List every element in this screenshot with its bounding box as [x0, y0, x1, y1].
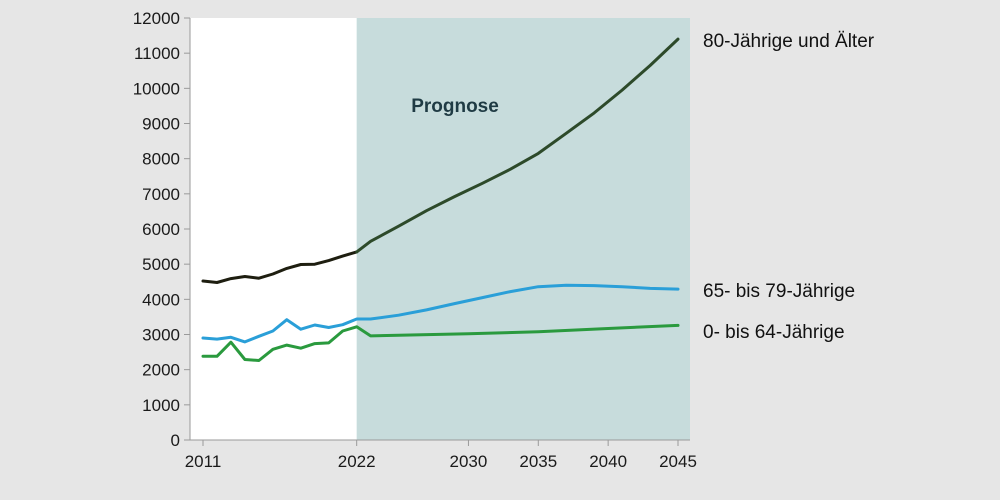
forecast-region [356, 18, 690, 440]
series-lines [201, 37, 680, 362]
x-tick-label: 2022 [338, 452, 376, 471]
y-tick-label: 4000 [142, 290, 180, 309]
y-tick-label: 9000 [142, 115, 180, 134]
x-tick-label: 2035 [519, 452, 557, 471]
series-label-0: 80-Jährige und Älter [703, 31, 875, 52]
x-axis-ticks: 2011 2022 2030 2035 2040 2045 [185, 440, 697, 471]
y-tick-label: 12000 [133, 9, 180, 28]
series-labels: 80-Jährige und Älter 65- bis 79-Jährige 0-… [703, 31, 875, 343]
series-label-2: 0- bis 64-Jährige [703, 322, 845, 343]
y-tick-label: 10000 [133, 79, 180, 98]
y-tick-label: 11000 [134, 44, 180, 63]
prognose-label: Prognose [411, 96, 499, 117]
y-tick-label: 1000 [142, 396, 180, 415]
y-tick-label: 3000 [142, 326, 180, 345]
series-line-historic-0 [201, 250, 359, 284]
series-line-2 [201, 323, 680, 362]
x-tick-label: 2040 [589, 452, 627, 471]
y-tick-label: 5000 [142, 255, 180, 274]
y-tick-label: 6000 [142, 220, 180, 239]
series-label-1: 65- bis 79-Jährige [703, 281, 855, 302]
x-tick-label: 2011 [185, 452, 222, 471]
series-line-forecast-0 [355, 37, 680, 254]
series-line-1 [201, 283, 680, 344]
y-tick-label: 7000 [142, 185, 180, 204]
x-tick-label: 2045 [659, 452, 697, 471]
y-tick-label: 2000 [142, 361, 180, 380]
y-tick-label: 8000 [142, 150, 180, 169]
y-axis-ticks: 0 1000 2000 3000 4000 5000 6000 7000 8000 9000 100… [133, 9, 190, 450]
x-tick-label: 2030 [450, 452, 488, 471]
y-tick-label: 0 [171, 431, 180, 450]
